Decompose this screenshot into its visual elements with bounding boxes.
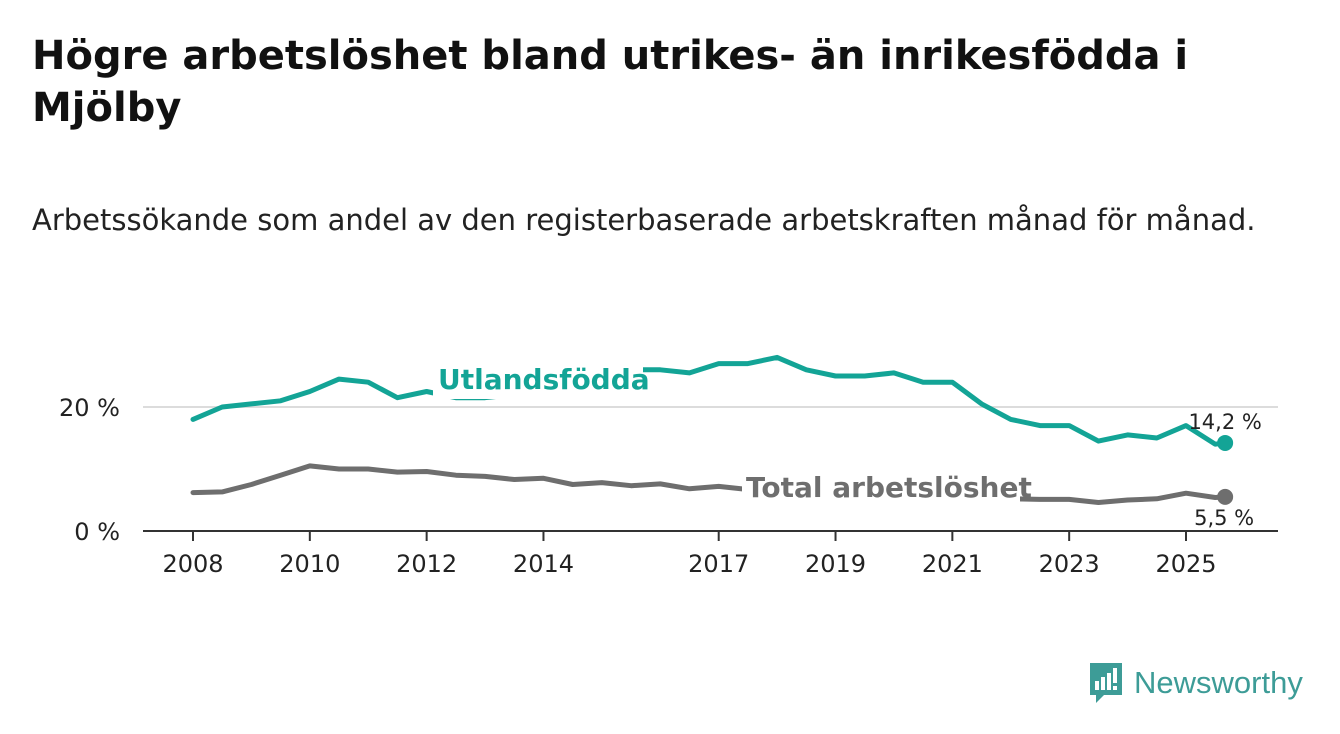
bar-chart-icon (1090, 663, 1122, 703)
x-tick-label: 2017 (688, 550, 749, 578)
y-axis-ticks: 0 % 20 % (59, 394, 120, 546)
end-point-marker (1217, 488, 1234, 505)
x-tick-label: 2010 (279, 550, 340, 578)
x-tick-label: 2021 (922, 550, 983, 578)
y-tick-label: 0 % (74, 518, 120, 546)
x-tick-label: 2014 (513, 550, 574, 578)
series-label-total: Total arbetslöshet (746, 471, 1032, 504)
end-value-label-total: 5,5 % (1194, 506, 1254, 530)
x-tick-label: 2012 (396, 550, 457, 578)
series-labels: Utlandsfödda Total arbetslöshet 14,2 % 5,5 … (433, 359, 1262, 530)
end-value-label-utlandsfodda: 14,2 % (1188, 410, 1261, 434)
series-line-total (190, 463, 1228, 505)
series-layer (190, 354, 1234, 505)
x-axis: 2008 2010 2012 2014 2017 2019 2021 2023 2025 (143, 530, 1278, 578)
chart-subtitle: Arbetssökande som andel av den registerb… (32, 203, 1256, 237)
chart-title: Högre arbetslöshet bland utrikes- än inr… (32, 33, 1189, 131)
series-line-utlandsfodda (190, 354, 1228, 447)
label-background (433, 359, 643, 399)
y-tick-label: 20 % (59, 394, 120, 422)
series-label-utlandsfodda: Utlandsfödda (438, 363, 650, 396)
end-point-marker (1217, 434, 1234, 451)
x-tick-label: 2008 (162, 550, 223, 578)
x-tick-label: 2025 (1155, 550, 1216, 578)
newsworthy-logo: Newsworthy (1088, 660, 1303, 706)
brand-name: Newsworthy (1134, 665, 1303, 700)
line-chart: 0 % 20 % 2008 2010 2012 2014 2017 2019 2021 2023… (59, 354, 1278, 578)
label-background (742, 466, 1020, 508)
x-tick-label: 2023 (1039, 550, 1100, 578)
x-tick-label: 2019 (805, 550, 866, 578)
